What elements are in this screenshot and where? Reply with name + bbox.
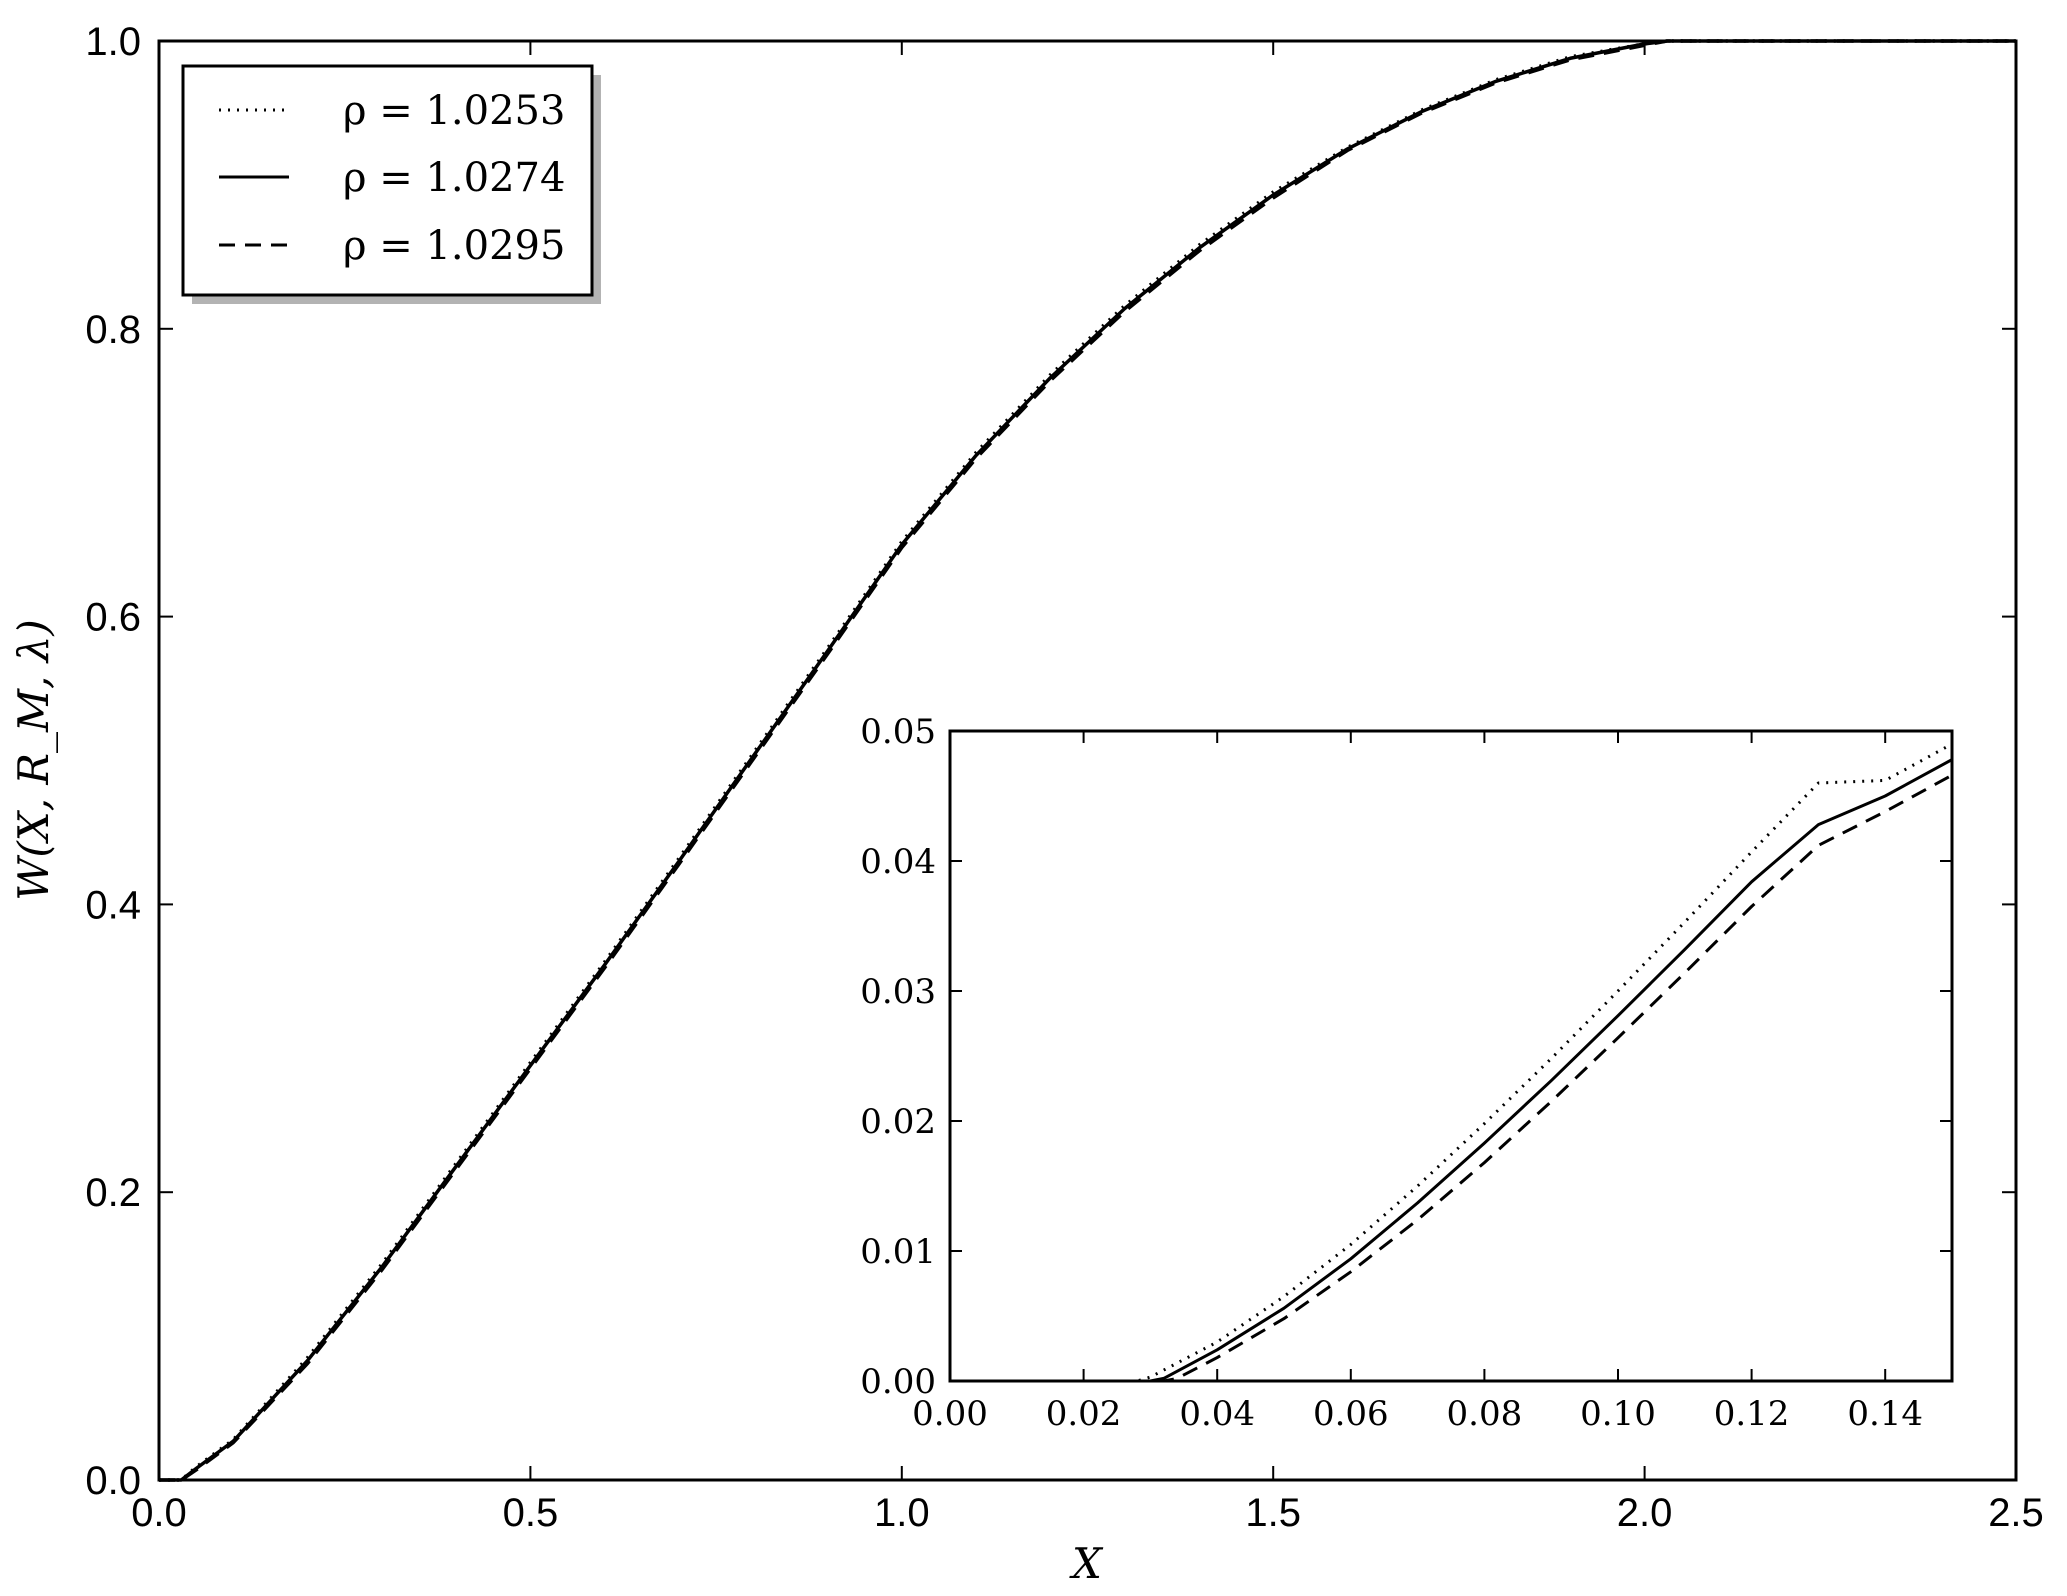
main-series-lines bbox=[159, 39, 2016, 1482]
main-x-tick-label: 1.5 bbox=[1245, 1491, 1301, 1535]
main-x-tick-label: 0.5 bbox=[503, 1491, 559, 1535]
x-axis-label: X bbox=[1069, 1539, 1104, 1588]
inset-plot: 0.00 0.02 0.04 0.06 0.08 0.10 0.12 0.14 0.00 0.01… bbox=[860, 712, 1954, 1434]
inset-series-line-dotted bbox=[950, 742, 1953, 1383]
main-y-tick-label: 1.0 bbox=[85, 20, 141, 64]
inset-background bbox=[950, 731, 1952, 1381]
inset-x-tick-label: 0.12 bbox=[1714, 1394, 1790, 1434]
inset-x-tick-label: 0.04 bbox=[1179, 1394, 1255, 1434]
main-y-tick-label: 0.6 bbox=[85, 596, 141, 640]
inset-x-tick-label: 0.06 bbox=[1313, 1394, 1389, 1434]
inset-y-tick-label: 0.01 bbox=[860, 1232, 936, 1272]
main-x-tick-label: 1.0 bbox=[874, 1491, 930, 1535]
inset-series-line-solid bbox=[950, 758, 1953, 1383]
inset-series-lines bbox=[950, 742, 1953, 1383]
main-x-tick-label: 2.5 bbox=[1988, 1491, 2044, 1535]
inset-y-tick-label: 0.00 bbox=[860, 1362, 936, 1402]
inset-x-tick-label: 0.14 bbox=[1847, 1394, 1923, 1434]
inset-x-tick-label: 0.08 bbox=[1447, 1394, 1523, 1434]
main-y-tick-label: 0.8 bbox=[85, 308, 141, 352]
inset-x-tick-label: 0.02 bbox=[1046, 1394, 1122, 1434]
main-y-tick-label: 0.0 bbox=[85, 1459, 141, 1503]
inset-y-tick-label: 0.04 bbox=[860, 842, 936, 882]
main-y-tick-label: 0.2 bbox=[85, 1171, 141, 1215]
main-x-tick-label: 2.0 bbox=[1617, 1491, 1673, 1535]
inset-y-tick-label: 0.05 bbox=[860, 712, 936, 752]
main-series-line-dashed bbox=[159, 39, 2016, 1482]
legend: ρ = 1.0253 ρ = 1.0274 ρ = 1.0295 bbox=[181, 64, 601, 304]
main-x-tick-label: 0.0 bbox=[131, 1491, 187, 1535]
inset-x-tick-label: 0.10 bbox=[1580, 1394, 1656, 1434]
main-ticks: 0.0 0.5 1.0 1.5 2.0 2.5 0.0 0.2 0.4 0.6 0.8 1.0 bbox=[85, 20, 2043, 1535]
legend-entry-3: ρ = 1.0295 bbox=[343, 223, 565, 269]
inset-series-line-dashed bbox=[950, 773, 1953, 1383]
inset-y-tick-label: 0.03 bbox=[860, 972, 936, 1012]
inset-y-tick-label: 0.02 bbox=[860, 1102, 936, 1142]
inset-ticks: 0.00 0.02 0.04 0.06 0.08 0.10 0.12 0.14 0.00 0.01… bbox=[860, 712, 1952, 1434]
main-y-tick-label: 0.4 bbox=[85, 883, 141, 927]
main-plot: 0.0 0.5 1.0 1.5 2.0 2.5 0.0 0.2 0.4 0.6 0.8 1.0 X W… bbox=[9, 20, 2044, 1588]
inset-x-tick-label: 0.00 bbox=[912, 1394, 988, 1434]
y-axis-label: W(X, R_M, λ) bbox=[9, 619, 58, 901]
legend-entry-2: ρ = 1.0274 bbox=[343, 155, 565, 201]
legend-entry-1: ρ = 1.0253 bbox=[343, 88, 565, 134]
inset-plot-frame bbox=[948, 729, 1954, 1383]
legend-box bbox=[181, 64, 594, 297]
main-plot-frame bbox=[157, 39, 2018, 1482]
